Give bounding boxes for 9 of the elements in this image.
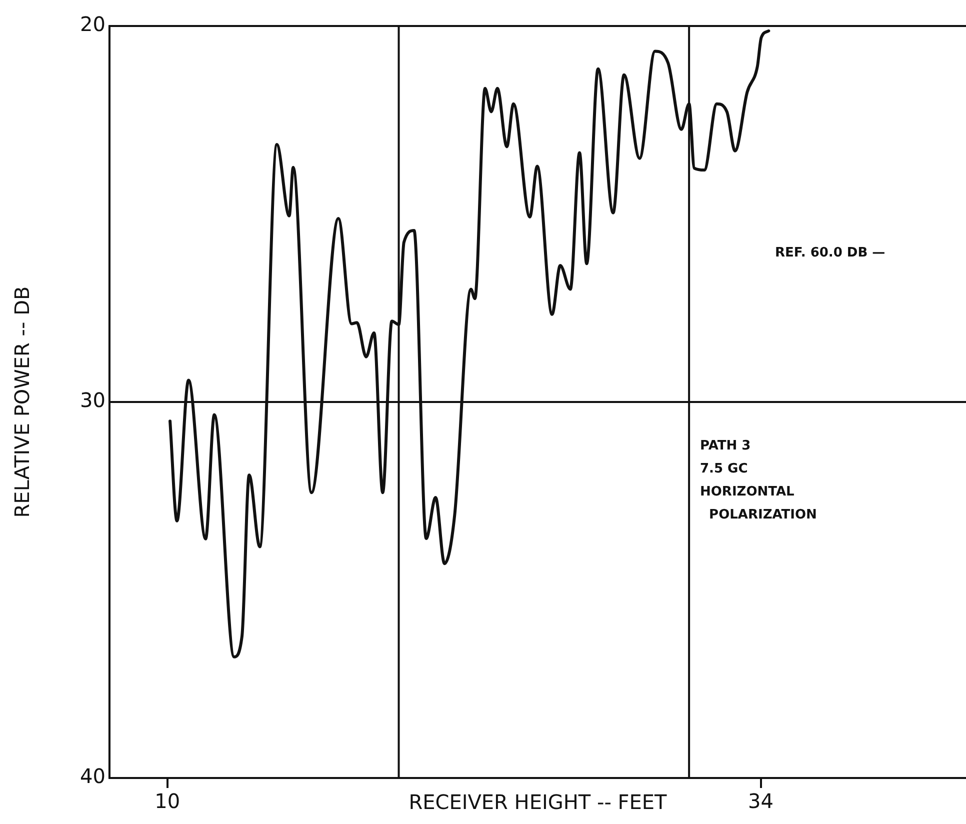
x-tick-label: 34 xyxy=(748,789,774,814)
x-axis-title: RECEIVER HEIGHT -- FEET xyxy=(408,790,668,814)
annotation: PATH 3 7.5 GC HORIZONTAL POLARIZATION xyxy=(700,438,817,522)
y-tick-label: 20 xyxy=(80,12,106,36)
annotation: REF. 60.0 DB — xyxy=(775,245,886,260)
x-tick-label: 10 xyxy=(154,789,180,814)
y-tick-label: 40 xyxy=(80,764,106,788)
y-tick-label: 30 xyxy=(80,388,106,412)
y-axis-title: RELATIVE POWER -- DB xyxy=(10,286,34,518)
